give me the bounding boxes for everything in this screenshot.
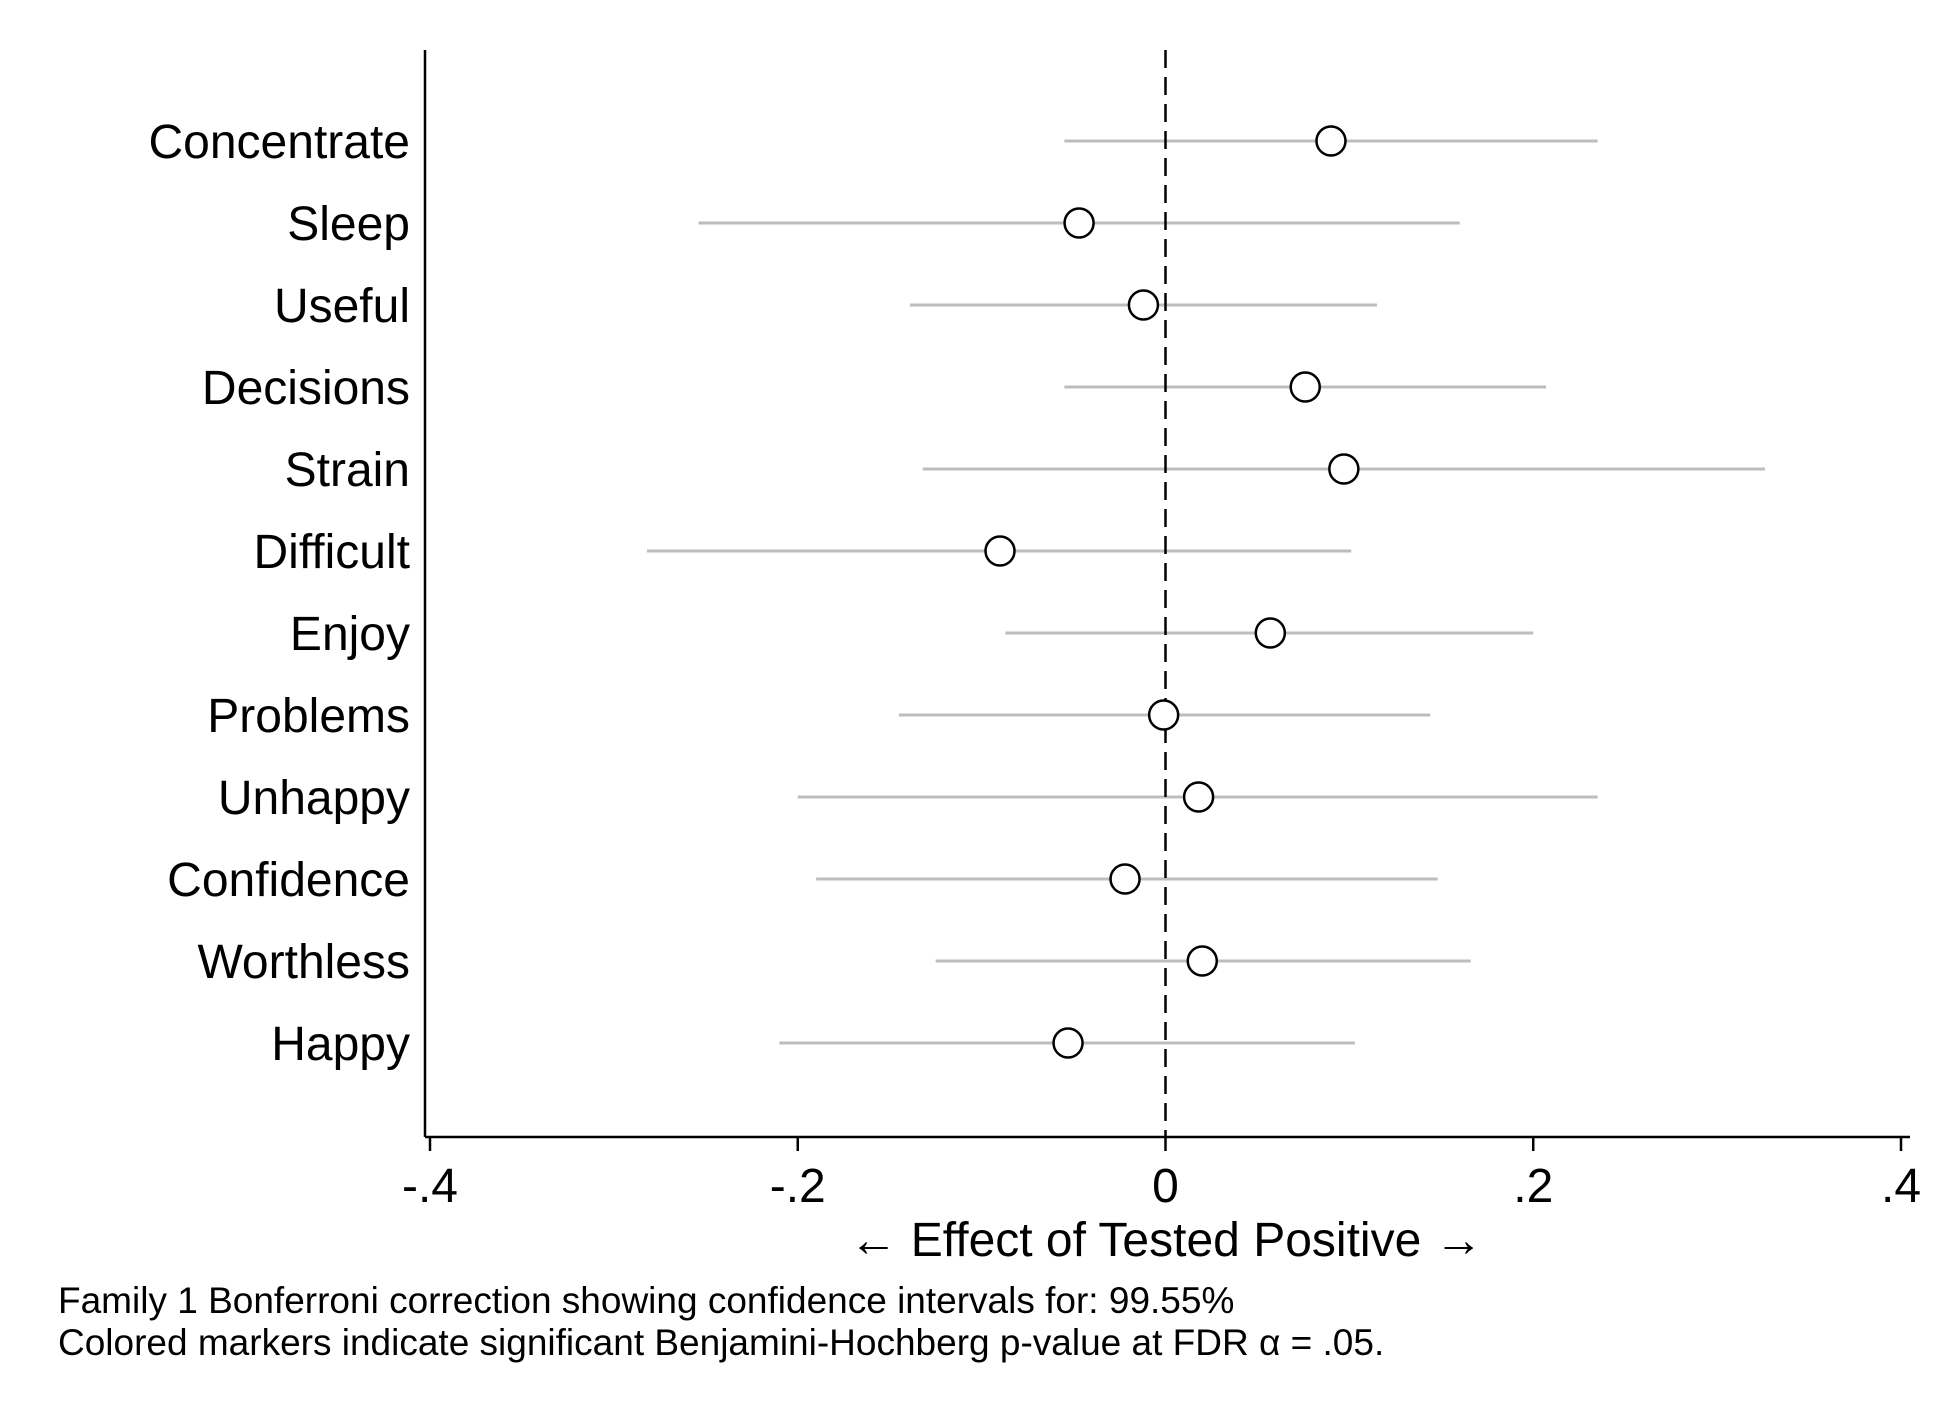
estimate-marker (984, 535, 1016, 567)
estimate-marker (1315, 125, 1347, 157)
estimate-marker (1186, 945, 1219, 977)
category-label: Concentrate (149, 116, 411, 169)
figure-notes: Family 1 Bonferroni correction showing c… (58, 1280, 1384, 1364)
estimate-marker (1109, 863, 1141, 895)
estimate-marker (1127, 289, 1160, 321)
category-label: Decisions (202, 362, 410, 415)
category-label: Unhappy (218, 772, 410, 825)
category-label: Difficult (254, 526, 411, 579)
x-tick-label: -.2 (770, 1160, 826, 1213)
category-label: Enjoy (290, 608, 410, 661)
category-labels: Concentrate Sleep Useful Decisions Strain Dif… (149, 116, 411, 1071)
category-label: Useful (274, 280, 410, 333)
category-label: Strain (285, 444, 410, 497)
estimate-marker (1254, 617, 1287, 649)
x-tick-label: .4 (1881, 1160, 1921, 1213)
x-tick-label: -.4 (402, 1160, 458, 1213)
estimate-marker (1063, 207, 1095, 239)
x-axis-title: ← Effect of Tested Positive → (849, 1214, 1482, 1267)
point-estimates (984, 125, 1360, 1059)
estimate-marker (1182, 781, 1215, 813)
confidence-intervals (646, 139, 1765, 1045)
x-axis-ticks: -.4 -.2 0 .2 .4 (402, 1137, 1921, 1213)
category-label: Problems (207, 690, 410, 743)
x-tick-label: .2 (1513, 1160, 1553, 1213)
estimate-marker (1289, 371, 1321, 403)
note-bonferroni: Family 1 Bonferroni correction showing c… (58, 1280, 1235, 1321)
x-tick-label: 0 (1152, 1160, 1179, 1213)
estimate-marker (1328, 453, 1360, 485)
category-label: Sleep (287, 198, 410, 251)
category-label: Worthless (197, 936, 410, 989)
note-benjamini-hochberg: Colored markers indicate significant Ben… (58, 1322, 1385, 1363)
estimate-marker (1052, 1027, 1084, 1059)
coefficient-plot: Concentrate Sleep Useful Decisions Strain Dif… (149, 50, 1921, 1267)
category-label: Confidence (167, 854, 410, 907)
estimate-marker (1147, 699, 1180, 731)
category-label: Happy (271, 1018, 410, 1071)
